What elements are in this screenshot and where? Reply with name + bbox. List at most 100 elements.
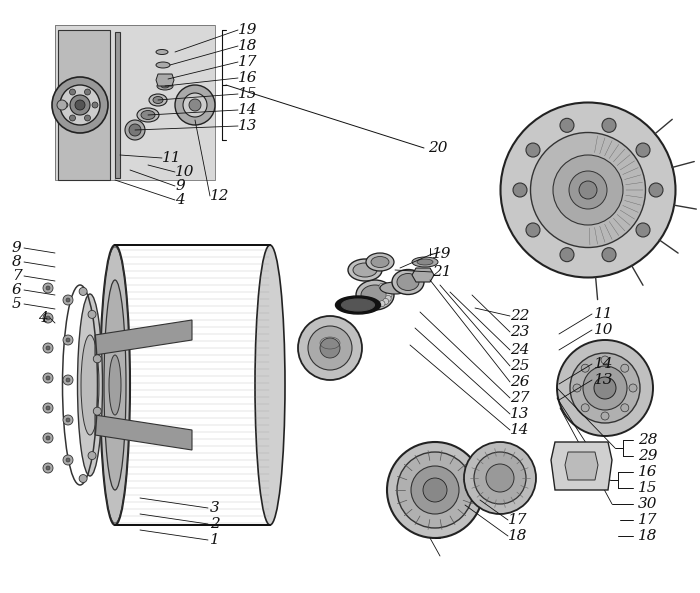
Ellipse shape bbox=[342, 299, 374, 311]
Circle shape bbox=[320, 338, 340, 358]
Polygon shape bbox=[58, 30, 110, 180]
Circle shape bbox=[46, 376, 50, 380]
Text: 8: 8 bbox=[12, 255, 22, 269]
Circle shape bbox=[602, 248, 616, 262]
Circle shape bbox=[93, 407, 102, 415]
Ellipse shape bbox=[141, 110, 155, 120]
Polygon shape bbox=[115, 32, 120, 178]
Ellipse shape bbox=[149, 94, 167, 106]
Circle shape bbox=[464, 442, 536, 514]
Circle shape bbox=[75, 100, 85, 110]
Text: 12: 12 bbox=[210, 189, 230, 203]
Circle shape bbox=[66, 338, 70, 342]
Text: 10: 10 bbox=[175, 165, 195, 179]
Bar bbox=[55, 25, 215, 180]
Text: 25: 25 bbox=[510, 359, 529, 373]
Text: 19: 19 bbox=[238, 23, 258, 37]
Ellipse shape bbox=[397, 273, 419, 291]
Text: 21: 21 bbox=[432, 265, 452, 279]
Ellipse shape bbox=[78, 294, 102, 476]
Circle shape bbox=[636, 223, 650, 237]
Ellipse shape bbox=[356, 280, 394, 310]
Circle shape bbox=[46, 436, 50, 440]
Ellipse shape bbox=[153, 97, 163, 104]
Text: 17: 17 bbox=[638, 513, 657, 527]
Circle shape bbox=[583, 366, 627, 410]
Circle shape bbox=[60, 85, 100, 125]
Ellipse shape bbox=[137, 108, 159, 122]
Ellipse shape bbox=[161, 84, 169, 88]
Circle shape bbox=[581, 364, 589, 372]
Circle shape bbox=[183, 93, 207, 117]
Circle shape bbox=[66, 458, 70, 462]
Circle shape bbox=[88, 310, 96, 318]
Circle shape bbox=[379, 301, 385, 307]
Circle shape bbox=[387, 442, 483, 538]
Circle shape bbox=[43, 433, 53, 443]
Polygon shape bbox=[565, 452, 598, 480]
Polygon shape bbox=[95, 415, 192, 450]
Circle shape bbox=[411, 466, 459, 514]
Ellipse shape bbox=[361, 285, 389, 305]
Text: 29: 29 bbox=[638, 449, 657, 463]
Circle shape bbox=[69, 115, 76, 121]
Text: 9: 9 bbox=[175, 179, 185, 193]
Text: 6: 6 bbox=[12, 283, 22, 297]
Text: 11: 11 bbox=[594, 307, 613, 321]
Ellipse shape bbox=[104, 280, 126, 490]
Circle shape bbox=[379, 283, 385, 289]
Ellipse shape bbox=[109, 355, 121, 415]
Circle shape bbox=[63, 295, 73, 305]
Circle shape bbox=[43, 283, 53, 293]
Text: 9: 9 bbox=[12, 241, 22, 255]
Circle shape bbox=[560, 119, 574, 132]
Text: 19: 19 bbox=[432, 247, 452, 261]
Circle shape bbox=[63, 335, 73, 345]
Circle shape bbox=[93, 355, 102, 363]
Ellipse shape bbox=[366, 253, 394, 271]
Circle shape bbox=[298, 316, 362, 380]
Ellipse shape bbox=[100, 245, 130, 525]
Text: 14: 14 bbox=[510, 423, 529, 437]
Circle shape bbox=[602, 119, 616, 132]
Circle shape bbox=[125, 120, 145, 140]
Circle shape bbox=[513, 183, 527, 197]
Text: 4: 4 bbox=[38, 311, 48, 325]
Text: 13: 13 bbox=[510, 407, 529, 421]
Circle shape bbox=[46, 316, 50, 320]
Circle shape bbox=[52, 77, 108, 133]
Circle shape bbox=[85, 89, 90, 95]
Circle shape bbox=[474, 452, 526, 504]
Text: 18: 18 bbox=[238, 39, 258, 53]
Text: 27: 27 bbox=[510, 391, 529, 405]
Circle shape bbox=[629, 384, 637, 392]
Circle shape bbox=[66, 298, 70, 302]
Circle shape bbox=[581, 404, 589, 412]
Text: 1: 1 bbox=[210, 533, 220, 547]
Text: 15: 15 bbox=[638, 481, 657, 495]
Ellipse shape bbox=[380, 282, 410, 294]
Text: 18: 18 bbox=[638, 529, 657, 543]
Text: 11: 11 bbox=[162, 151, 181, 165]
Text: 23: 23 bbox=[510, 325, 529, 339]
Text: 24: 24 bbox=[510, 343, 529, 357]
Text: 22: 22 bbox=[510, 309, 529, 323]
Text: 2: 2 bbox=[210, 517, 220, 531]
Text: 13: 13 bbox=[594, 373, 613, 387]
Circle shape bbox=[385, 295, 391, 301]
Circle shape bbox=[92, 102, 98, 108]
Circle shape bbox=[46, 406, 50, 410]
Text: 17: 17 bbox=[238, 55, 258, 69]
Circle shape bbox=[423, 478, 447, 502]
Text: 14: 14 bbox=[238, 103, 258, 117]
Text: 16: 16 bbox=[238, 71, 258, 85]
Circle shape bbox=[43, 373, 53, 383]
Text: 4: 4 bbox=[175, 193, 185, 207]
Circle shape bbox=[66, 418, 70, 422]
Polygon shape bbox=[412, 268, 434, 282]
Text: 20: 20 bbox=[428, 141, 447, 155]
Ellipse shape bbox=[156, 62, 170, 68]
Circle shape bbox=[70, 95, 90, 115]
Circle shape bbox=[526, 223, 540, 237]
Circle shape bbox=[526, 143, 540, 157]
